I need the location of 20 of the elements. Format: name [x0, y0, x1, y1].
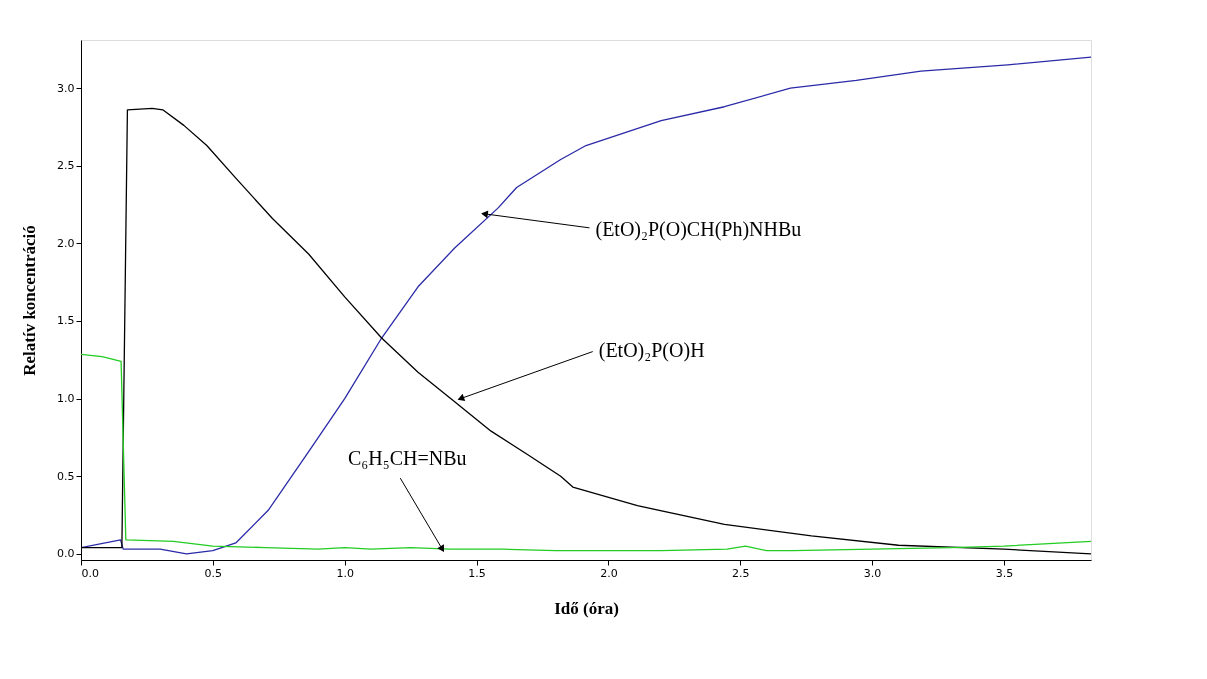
annotation: C₆H₅CH=NBu: [347, 447, 467, 470]
x-tick-label: 2.5: [732, 566, 750, 580]
y-tick-label: 0.5: [57, 469, 75, 483]
y-tick-label: 3.0: [57, 81, 75, 95]
y-tick-label: 1.0: [57, 392, 75, 406]
x-tick-label: 2.0: [600, 566, 618, 580]
y-tick-label: 1.5: [57, 314, 75, 328]
annotation: (EtO)₂P(O)H: [598, 338, 705, 362]
x-tick-label: 0.0: [81, 566, 99, 580]
x-tick-label: 1.0: [336, 566, 354, 580]
x-axis-title: Idő (óra): [554, 598, 619, 618]
x-tick-label: 3.0: [863, 566, 882, 580]
y-tick-label: 2.5: [57, 159, 75, 173]
y-tick-label: 2.0: [57, 236, 75, 250]
x-tick-label: 0.5: [204, 566, 223, 580]
x-tick-label: 3.5: [995, 566, 1014, 580]
annotation: (EtO)₂P(O)CH(Ph)NHBu: [595, 217, 802, 241]
y-axis-title: Relatív koncentráció: [20, 225, 40, 376]
x-tick-label: 1.5: [468, 566, 486, 580]
y-tick-label: 0.0: [57, 547, 75, 561]
